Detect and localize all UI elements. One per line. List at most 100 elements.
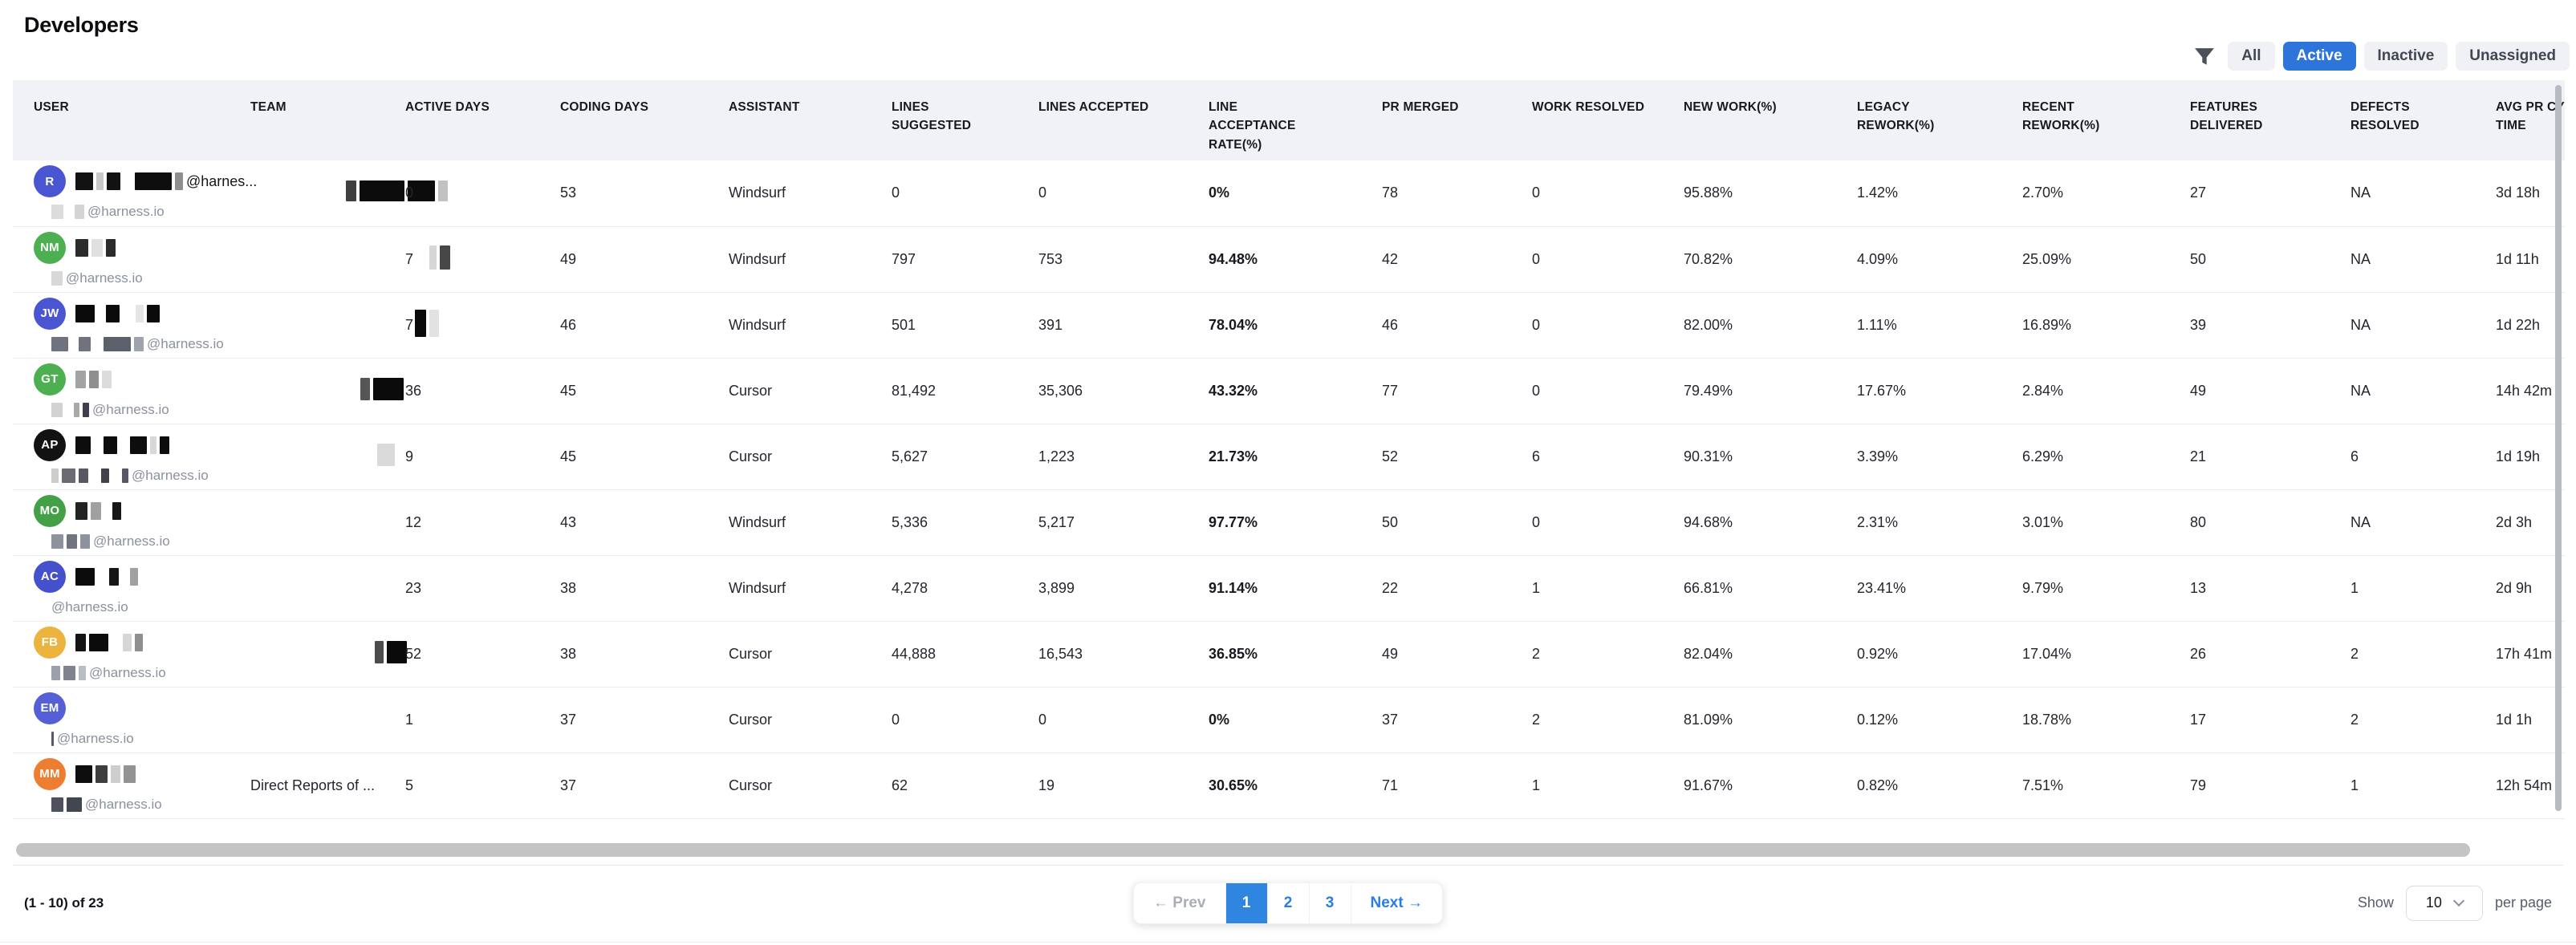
cell-features-delivered: 80 [2168,489,2328,555]
page-button-3[interactable]: 3 [1308,882,1351,923]
avatar: NM [34,231,66,264]
cell-work-resolved: 2 [1509,686,1661,752]
table-row[interactable]: AP @harness.io 9 45 Cursor 5,627 1,223 21.73% 52… [13,423,2565,489]
cell-lines-suggested: 501 [869,291,1016,358]
cell-assistant: Windsurf [706,489,869,555]
redacted-name [75,633,146,651]
cell-lines-accepted: 753 [1016,225,1186,292]
col-header-work_resolved: WORK RESOLVED [1532,100,1645,114]
horizontal-scrollbar[interactable] [16,842,2563,857]
redacted-name [75,370,115,388]
cell-avg-pr-cycle-time: 14h 42m [2473,357,2565,424]
avatar: AC [34,560,66,593]
redacted-team [360,377,407,400]
redacted-name [75,238,119,257]
cell-defects-resolved: NA [2350,185,2371,201]
redacted-name [75,567,141,586]
cell-defects-resolved: 2 [2328,620,2473,687]
table-row[interactable]: MO @harness.io 12 43 Windsurf 5,336 5,217 97.77… [13,489,2565,555]
vertical-scrollbar[interactable] [2555,85,2562,811]
filter-group: All Active Inactive Unassigned [2194,42,2570,71]
cell-new-work: 70.82% [1661,225,1834,292]
cell-active-days: 7 [383,225,538,292]
filter-unassigned[interactable]: Unassigned [2456,42,2570,71]
redacted-name [75,501,124,520]
user-email: @harness.io [51,664,221,682]
table-row[interactable]: R @harnes... @harness.io 0 53 Windsurf 0 0 0% 78 0… [13,160,2565,226]
cell-defects-resolved: 1 [2328,554,2473,621]
cell-recent-rework: 3.01% [2000,489,2168,555]
cell-work-resolved: 2 [1509,620,1661,687]
user-name [75,370,115,388]
page-button-2[interactable]: 2 [1266,882,1309,923]
redacted-email [51,336,147,351]
cell-line-acceptance-rate: 21.73% [1186,423,1359,489]
user-email: @harness.io [51,796,221,813]
next-button[interactable]: Next → [1350,882,1442,923]
cell-new-work: 81.09% [1661,686,1834,752]
redacted-email [51,270,66,286]
table-row[interactable]: GT @harness.io 36 45 Cursor 81,492 35,306 43.32… [13,357,2565,424]
filter-inactive[interactable]: Inactive [2363,42,2448,71]
cell-work-resolved: 6 [1509,423,1661,489]
cell-legacy-rework: 0.82% [1834,752,2000,819]
cell-user: GT @harness.io [13,357,228,424]
cell-coding-days: 45 [538,357,706,424]
cell-new-work: 82.04% [1661,620,1834,687]
cell-active-days: 52 [383,620,538,687]
table-row[interactable]: NM @harness.io 7 49 Windsurf 797 753 94.48% 42 0 7… [13,225,2565,292]
cell-team [228,686,383,752]
table-row[interactable]: JW @harness.io 7 46 Windsurf 501 391 78.04% 46 0 8… [13,291,2565,358]
cell-line-acceptance-rate: 36.85% [1186,620,1359,687]
page-button-1[interactable]: 1 [1225,882,1267,923]
cell-line-acceptance-rate: 78.04% [1186,291,1359,358]
table-row[interactable]: MM @harness.io Direct Reports of ... 5 37 Cur… [13,752,2565,819]
cell-features-delivered: 49 [2168,357,2328,424]
cell-recent-rework: 18.78% [2000,686,2168,752]
cell-recent-rework: 2.84% [2000,357,2168,424]
user-email-text: @harness.io [89,664,166,680]
redacted-email [51,205,87,220]
cell-team [228,620,407,687]
table-row[interactable]: EM @harness.io 1 37 Cursor 0 0 0% 37 2 81.09% 0.12%… [13,686,2565,752]
cell-user: EM @harness.io [13,686,228,752]
cell-new-work: 66.81% [1661,554,1834,621]
cell-work-resolved: 0 [1509,225,1661,292]
redacted-name [75,172,186,191]
table-row[interactable]: FB @harness.io 52 38 Cursor 44,888 16,543 36.85… [13,620,2565,687]
cell-user: MO @harness.io [13,489,228,555]
cell-lines-suggested: 5,336 [869,489,1016,555]
cell-new-work: 79.49% [1661,357,1834,424]
redacted-name [75,765,139,783]
redacted-team [429,245,453,270]
user-email: @harness.io [51,401,221,419]
per-page-label: per page [2494,894,2552,911]
cell-features-delivered: 50 [2168,225,2328,292]
cell-lines-suggested: 797 [869,225,1016,292]
avatar: AP [34,428,66,461]
user-name [75,765,139,783]
cell-recent-rework: 6.29% [2000,423,2168,489]
cell-avg-pr-cycle-time: 17h 41m [2473,620,2565,687]
cell-assistant: Windsurf [706,291,869,358]
cell-lines-suggested: 44,888 [869,620,1016,687]
cell-user: MM @harness.io [13,752,228,819]
cell-recent-rework: 7.51% [2000,752,2168,819]
prev-button[interactable]: ← Prev [1153,894,1206,911]
cell-legacy-rework: 3.39% [1834,423,2000,489]
table-row[interactable]: AC @harness.io 23 38 Windsurf 4,278 3,899 91.14… [13,554,2565,621]
filter-all[interactable]: All [2228,42,2275,71]
cell-features-delivered: 21 [2168,423,2328,489]
horizontal-scrollbar-thumb[interactable] [16,842,2470,857]
page-size-select[interactable]: 10 [2405,885,2483,921]
cell-team [228,225,450,292]
user-name [75,304,163,322]
user-email-text: @harness.io [92,401,169,417]
filter-icon[interactable] [2194,47,2215,67]
filter-active[interactable]: Active [2282,42,2356,71]
cell-features-delivered: 27 [2190,185,2207,201]
top-bar: Developers All Active Inactive Unassigned [0,0,2576,80]
col-header-lines_suggested: LINES SUGGESTED [892,100,972,133]
